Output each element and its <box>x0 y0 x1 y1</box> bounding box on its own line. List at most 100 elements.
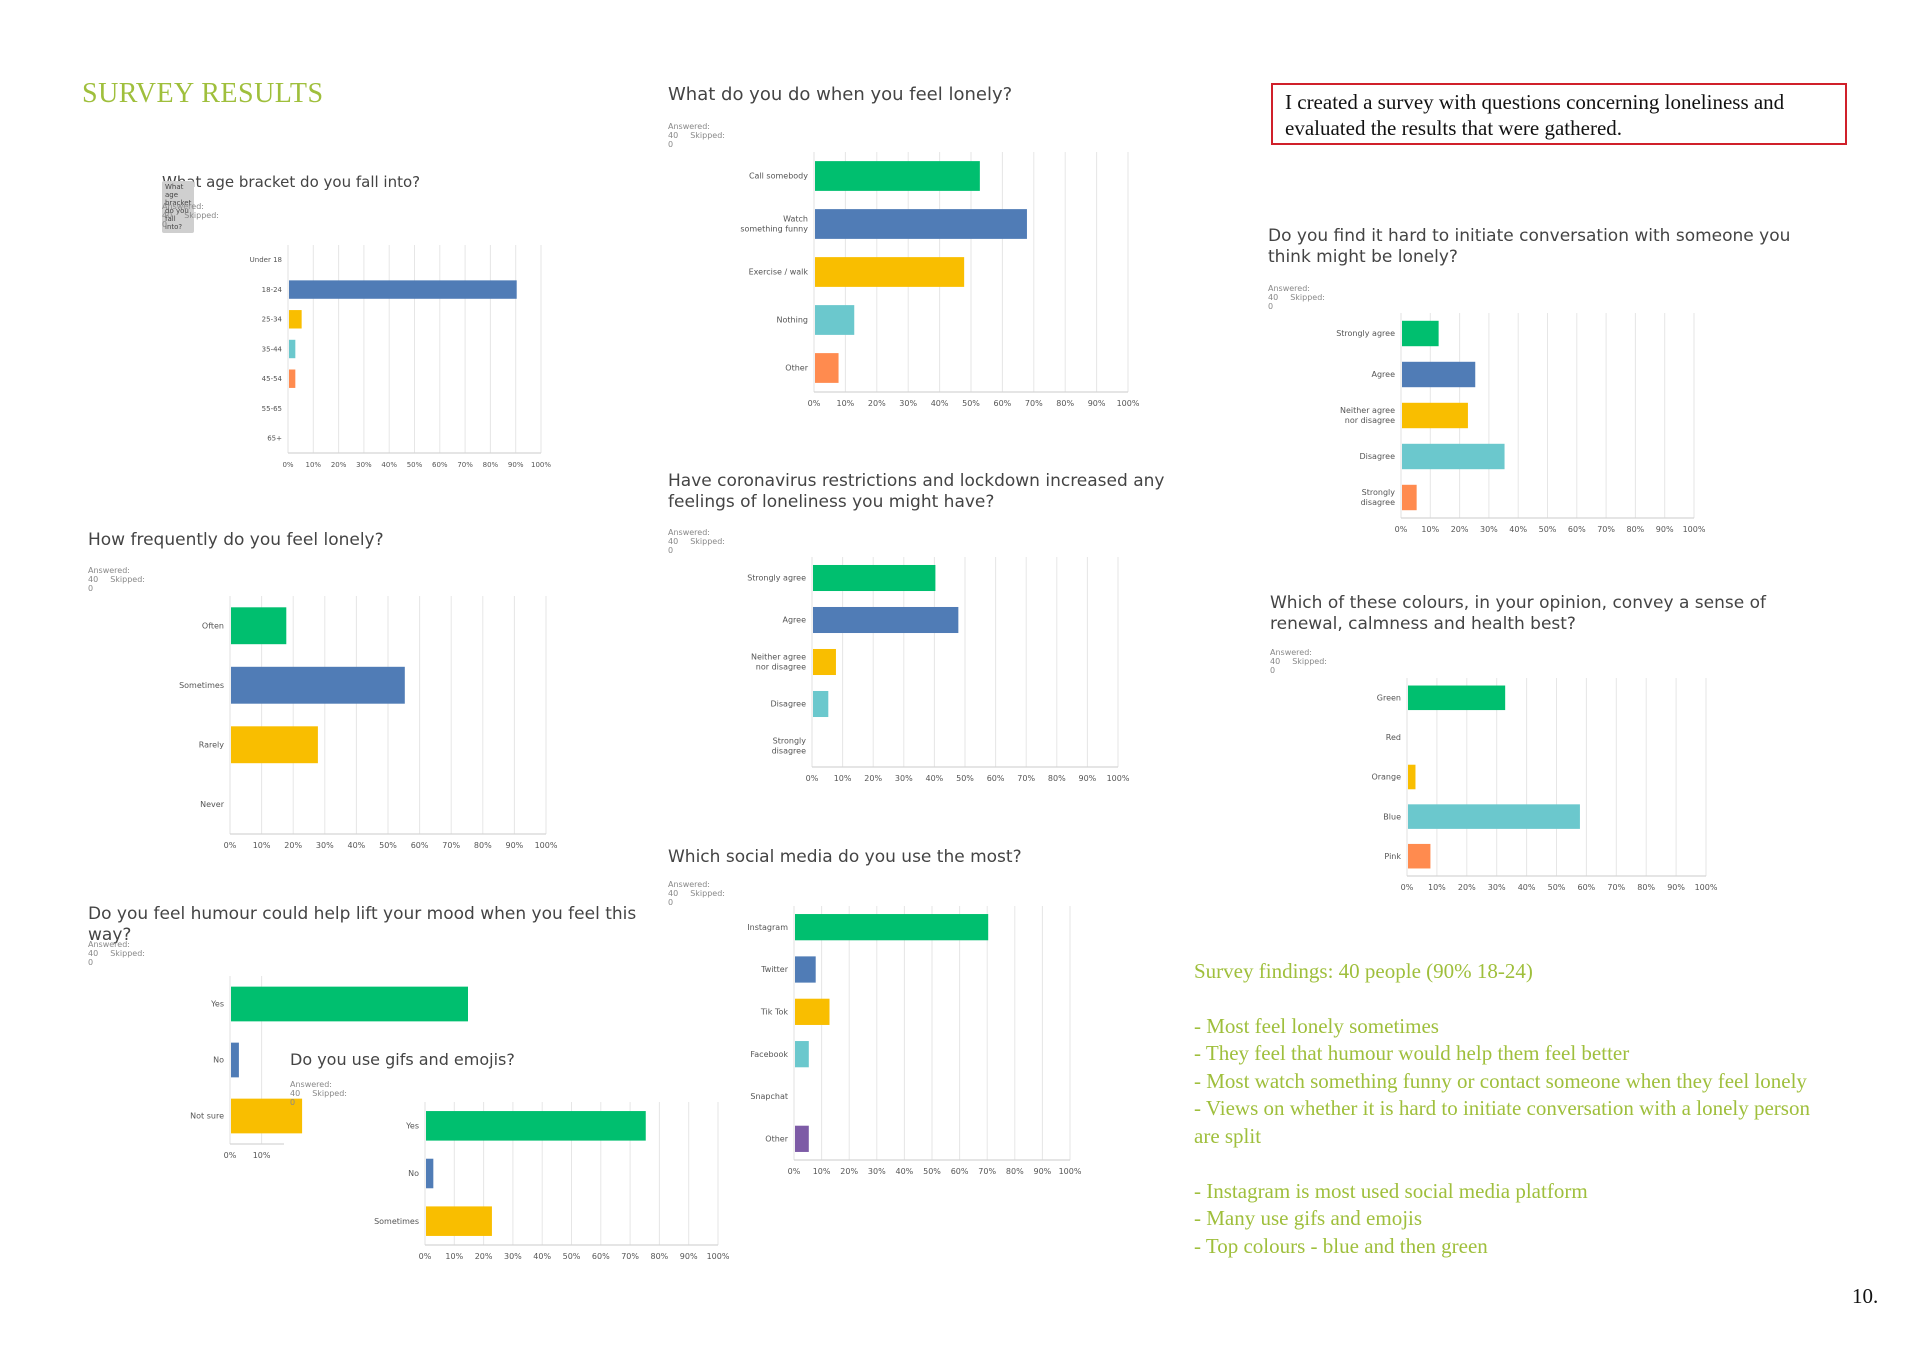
bar <box>231 726 318 764</box>
skipped-count: Skipped: 0 <box>1268 293 1325 311</box>
category-label: Green <box>1377 693 1401 702</box>
x-tick-label: 40% <box>1509 525 1527 534</box>
x-tick-label: 10% <box>834 774 852 783</box>
bar <box>813 564 936 592</box>
category-label: Strongly agree <box>747 574 806 583</box>
category-label: 25-34 <box>262 316 283 324</box>
x-tick-label: 20% <box>840 1167 858 1176</box>
question-title: Which social media do you use the most? <box>668 847 1022 867</box>
x-tick-label: 70% <box>1017 774 1035 783</box>
x-tick-label: 30% <box>1480 525 1498 534</box>
response-meta: Answered: 40 Skipped: 0 <box>88 566 145 593</box>
x-tick-label: 100% <box>707 1252 730 1261</box>
x-tick-label: 10% <box>253 841 271 850</box>
x-tick-label: 40% <box>1518 883 1536 892</box>
bar-chart-lonely_actions: 0% 10% 20% 30% 40% 50% 60% 70% 80% 90% 100% Call so… <box>740 152 1140 408</box>
x-tick-label: 90% <box>1088 399 1106 408</box>
category-label: Other <box>785 364 808 373</box>
x-tick-label: 80% <box>483 461 499 469</box>
category-label: Often <box>202 621 224 630</box>
bar <box>1402 361 1476 388</box>
bar <box>289 310 302 329</box>
bar-chart-humour: 0% 10% Yes No Not sure <box>190 976 468 1160</box>
survey-note: I created a survey with questions concer… <box>1271 83 1847 145</box>
x-tick-label: 60% <box>1578 883 1596 892</box>
x-tick-label: 40% <box>926 774 944 783</box>
answered-count: Answered: 40 <box>1270 648 1312 666</box>
bar-chart-lockdown: 0% 10% 20% 30% 40% 50% 60% 70% 80% 90% 100% Strongl… <box>747 557 1130 783</box>
x-tick-label: 0% <box>282 461 293 469</box>
category-label: Nothing <box>777 316 808 325</box>
x-tick-label: 100% <box>1117 399 1140 408</box>
x-tick-label: 80% <box>1048 774 1066 783</box>
category-label: No <box>213 1056 224 1065</box>
x-tick-label: 30% <box>899 399 917 408</box>
bar-chart-social: 0% 10% 20% 30% 40% 50% 60% 70% 80% 90% 100% Instagr… <box>747 906 1082 1176</box>
bar <box>1408 804 1580 829</box>
bar <box>815 305 855 335</box>
bar-chart-colours: 0% 10% 20% 30% 40% 50% 60% 70% 80% 90% 100% Green Re… <box>1371 678 1718 892</box>
category-label: Under 18 <box>250 256 282 264</box>
x-tick-label: 50% <box>407 461 423 469</box>
category-label: Not sure <box>190 1112 224 1121</box>
category-label: Watch something funny <box>740 215 808 234</box>
x-tick-label: 80% <box>1056 399 1074 408</box>
category-label: 18-24 <box>262 286 283 294</box>
category-label: Agree <box>782 616 806 625</box>
category-label: Yes <box>405 1122 419 1131</box>
x-tick-label: 50% <box>563 1252 581 1261</box>
skipped-count: Skipped: 0 <box>162 211 219 229</box>
finding-item: - Views on whether it is hard to initiat… <box>1194 1096 1810 1148</box>
category-label: Disagree <box>1360 452 1396 461</box>
category-label: Strongly disagree <box>772 737 807 756</box>
x-tick-label: 20% <box>864 774 882 783</box>
bar-chart-gifs: 0% 10% 20% 30% 40% 50% 60% 70% 80% 90% 100% Yes No So… <box>374 1102 730 1261</box>
category-label: Exercise / walk <box>749 268 809 277</box>
x-tick-label: 90% <box>680 1252 698 1261</box>
x-tick-label: 90% <box>508 461 524 469</box>
answered-count: Answered: 40 <box>668 880 710 898</box>
x-tick-label: 80% <box>1637 883 1655 892</box>
answered-count: Answered: 40 <box>1268 284 1310 302</box>
bar <box>795 1125 809 1152</box>
answered-count: Answered: 40 <box>290 1080 332 1098</box>
x-tick-label: 70% <box>442 841 460 850</box>
x-tick-label: 30% <box>504 1252 522 1261</box>
x-tick-label: 0% <box>224 1151 237 1160</box>
question-title: Do you feel humour could help lift your … <box>88 904 637 945</box>
x-tick-label: 30% <box>868 1167 886 1176</box>
category-label: Strongly disagree <box>1361 488 1396 507</box>
question-title: What age bracket do you fall into? <box>162 173 421 191</box>
skipped-count: Skipped: 0 <box>668 537 725 555</box>
bar <box>426 1111 646 1141</box>
category-label: Disagree <box>771 700 807 709</box>
x-tick-label: 80% <box>1006 1167 1024 1176</box>
x-tick-label: 100% <box>535 841 558 850</box>
bar <box>795 956 816 983</box>
x-tick-label: 100% <box>531 461 551 469</box>
x-tick-label: 60% <box>411 841 429 850</box>
category-label: No <box>408 1169 419 1178</box>
skipped-count: Skipped: 0 <box>668 131 725 149</box>
answered-count: Answered: 40 <box>88 940 130 958</box>
x-tick-label: 100% <box>1695 883 1718 892</box>
category-label: Sometimes <box>179 681 224 690</box>
category-label: 65+ <box>267 434 282 442</box>
x-tick-label: 0% <box>808 399 821 408</box>
finding-item: - Most feel lonely sometimes <box>1194 1013 1439 1038</box>
x-tick-label: 90% <box>506 841 524 850</box>
x-tick-label: 50% <box>1548 883 1566 892</box>
x-tick-label: 70% <box>1025 399 1043 408</box>
x-tick-label: 50% <box>962 399 980 408</box>
category-label: 35-44 <box>262 345 283 353</box>
x-tick-label: 0% <box>1401 883 1414 892</box>
bar <box>1402 320 1439 347</box>
x-tick-label: 10% <box>1421 525 1439 534</box>
x-tick-label: 80% <box>474 841 492 850</box>
x-tick-label: 60% <box>951 1167 969 1176</box>
skipped-count: Skipped: 0 <box>88 949 145 967</box>
category-label: Red <box>1386 733 1401 742</box>
bar <box>231 986 468 1022</box>
category-label: Strongly agree <box>1336 329 1395 338</box>
question-title: Do you use gifs and emojis? <box>290 1050 515 1069</box>
